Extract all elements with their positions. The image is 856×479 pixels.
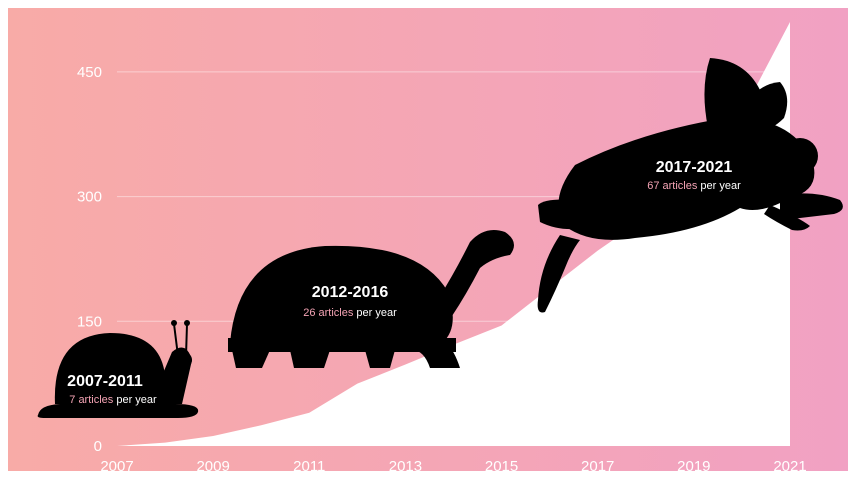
y-tick-label: 0	[94, 438, 102, 455]
x-tick-label: 2011	[293, 458, 325, 475]
y-axis-ticks: 0 150 300 450	[77, 64, 102, 455]
annotation-rabbit: 2017-2021 67 articles per year	[647, 159, 741, 192]
x-tick-label: 2021	[773, 458, 806, 475]
annotation-snail: 2007-2011 7 articles per year	[67, 373, 157, 406]
y-tick-label: 300	[77, 189, 102, 206]
x-tick-label: 2013	[389, 458, 422, 475]
period-label-rabbit: 2017-2021	[656, 159, 733, 176]
x-axis-ticks: 2007 2009 2011 2013 2015 2017 2019 2021	[100, 458, 806, 475]
x-tick-label: 2009	[196, 458, 229, 475]
area-series	[117, 22, 790, 446]
rate-label-tortoise: 26 articles per year	[303, 307, 397, 319]
rate-rest-tortoise: per year	[353, 307, 397, 319]
period-label-snail: 2007-2011	[67, 373, 143, 390]
snail-icon	[37, 320, 199, 418]
rate-rest-rabbit: per year	[697, 180, 741, 192]
x-tick-label: 2015	[485, 458, 518, 475]
rate-label-snail: 7 articles per year	[69, 394, 157, 406]
rate-highlight-tortoise: 26 articles	[303, 307, 354, 319]
x-tick-label: 2019	[677, 458, 710, 475]
period-label-tortoise: 2012-2016	[312, 284, 389, 301]
rate-rest-snail: per year	[113, 394, 157, 406]
y-tick-label: 150	[77, 313, 102, 330]
rate-highlight-snail: 7 articles	[69, 394, 114, 406]
x-tick-label: 2007	[100, 458, 133, 475]
rabbit-icon	[537, 58, 843, 313]
annotation-tortoise: 2012-2016 26 articles per year	[303, 284, 397, 319]
rate-label-rabbit: 67 articles per year	[647, 180, 741, 192]
x-tick-label: 2017	[581, 458, 614, 475]
tortoise-icon	[228, 229, 514, 368]
y-tick-label: 450	[77, 64, 102, 81]
rate-highlight-rabbit: 67 articles	[647, 180, 698, 192]
